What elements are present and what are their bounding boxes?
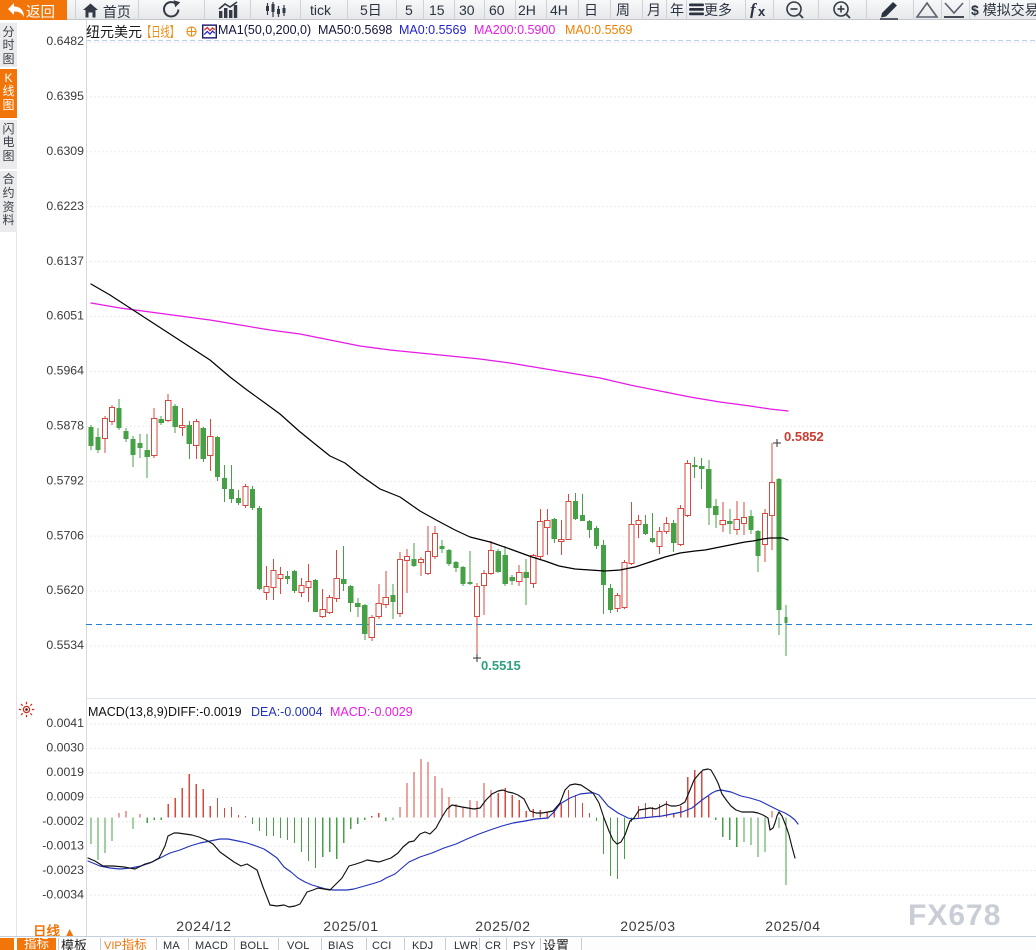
svg-text:0.6051: 0.6051 (46, 309, 84, 323)
svg-text:2025/01: 2025/01 (323, 918, 379, 934)
svg-text:FX678: FX678 (908, 899, 1001, 932)
svg-text:0.6482: 0.6482 (46, 34, 84, 48)
svg-text:-0.0002: -0.0002 (42, 814, 84, 828)
svg-text:0.0041: 0.0041 (46, 716, 84, 730)
svg-text:0.0009: 0.0009 (46, 790, 84, 804)
svg-text:0.6137: 0.6137 (46, 254, 84, 268)
svg-text:0.6223: 0.6223 (46, 199, 84, 213)
svg-text:f: f (750, 1, 758, 18)
svg-text:0.5964: 0.5964 (46, 364, 84, 378)
svg-text:0.5878: 0.5878 (46, 419, 84, 433)
svg-text:-0.0013: -0.0013 (42, 839, 84, 853)
svg-text:2025/04: 2025/04 (765, 918, 821, 934)
svg-text:0.5620: 0.5620 (46, 583, 84, 597)
svg-text:0.5792: 0.5792 (46, 473, 84, 487)
svg-text:-0.0034: -0.0034 (42, 887, 84, 901)
svg-text:x: x (758, 4, 766, 18)
svg-text:2025/03: 2025/03 (620, 918, 676, 934)
svg-text:0.5515: 0.5515 (481, 658, 521, 673)
svg-text:0.6395: 0.6395 (46, 89, 84, 103)
svg-text:0.0030: 0.0030 (46, 741, 84, 755)
svg-text:2025/02: 2025/02 (475, 918, 531, 934)
svg-text:0.5852: 0.5852 (784, 429, 824, 444)
svg-text:0.0019: 0.0019 (46, 765, 84, 779)
svg-text:0.5706: 0.5706 (46, 528, 84, 542)
svg-text:0.5534: 0.5534 (46, 638, 84, 652)
svg-text:0.6309: 0.6309 (46, 144, 84, 158)
svg-text:2024/12: 2024/12 (176, 918, 232, 934)
svg-text:-0.0023: -0.0023 (42, 863, 84, 877)
